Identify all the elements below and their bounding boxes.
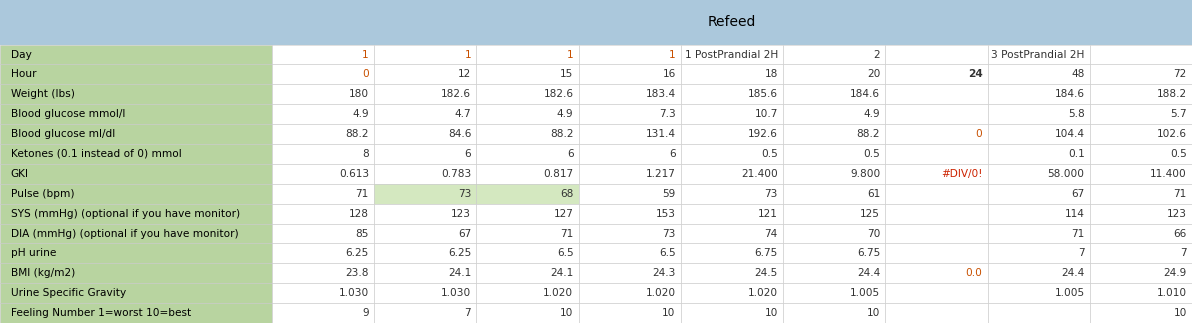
Text: Refeed: Refeed — [708, 15, 756, 29]
